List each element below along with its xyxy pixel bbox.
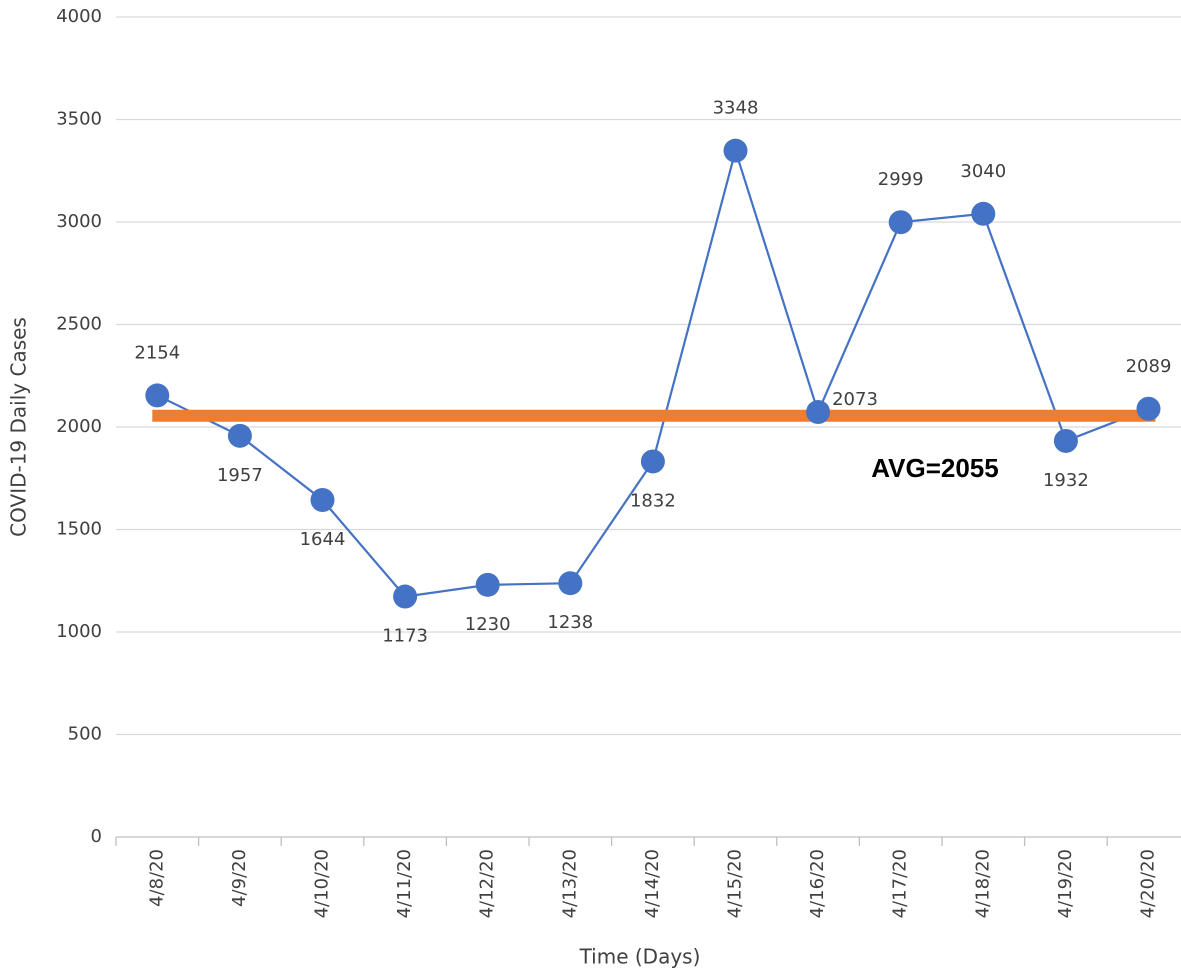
data-point <box>145 383 170 408</box>
y-tick-label: 2500 <box>56 314 102 335</box>
data-label: 3348 <box>713 98 759 119</box>
data-point <box>310 487 335 512</box>
data-label: 1644 <box>300 529 346 550</box>
data-point <box>640 449 665 474</box>
data-label: 2154 <box>134 342 180 363</box>
data-label: 1230 <box>465 614 511 635</box>
data-label: 1173 <box>382 626 428 647</box>
y-tick-label: 3000 <box>56 211 102 232</box>
average-annotation: AVG=2055 <box>871 453 998 483</box>
x-tick-label: 4/12/20 <box>477 849 498 918</box>
y-tick-label: 1000 <box>56 621 102 642</box>
x-tick-label: 4/13/20 <box>559 849 580 918</box>
data-label: 2089 <box>1126 356 1172 377</box>
y-tick-label: 0 <box>91 826 102 847</box>
data-point <box>888 210 913 235</box>
data-label: 1957 <box>217 465 263 486</box>
y-tick-label: 1500 <box>56 519 102 540</box>
x-tick-label: 4/9/20 <box>229 849 250 907</box>
data-label: 1932 <box>1043 470 1089 491</box>
data-point <box>1136 396 1161 421</box>
x-tick-label: 4/16/20 <box>807 849 828 918</box>
data-label: 1238 <box>547 612 593 633</box>
data-point <box>1053 428 1078 453</box>
data-point <box>971 201 996 226</box>
y-tick-label: 3500 <box>56 109 102 130</box>
data-point <box>227 423 252 448</box>
x-tick-label: 4/11/20 <box>394 849 415 918</box>
x-tick-label: 4/8/20 <box>146 849 167 907</box>
x-tick-label: 4/14/20 <box>642 849 663 918</box>
data-label: 2999 <box>878 169 924 190</box>
y-tick-label: 500 <box>68 724 102 745</box>
x-tick-label: 4/17/20 <box>890 849 911 918</box>
data-point <box>723 138 748 163</box>
x-axis-label: Time (Days) <box>579 945 701 969</box>
data-point <box>806 400 831 425</box>
x-tick-label: 4/15/20 <box>725 849 746 918</box>
x-tick-label: 4/19/20 <box>1055 849 1076 918</box>
y-axis-label: COVID-19 Daily Cases <box>7 317 31 537</box>
data-label: 2073 <box>832 389 878 410</box>
x-tick-label: 4/18/20 <box>972 849 993 918</box>
data-point <box>475 572 500 597</box>
x-tick-label: 4/20/20 <box>1138 849 1159 918</box>
y-tick-label: 4000 <box>56 6 102 27</box>
data-point <box>393 584 418 609</box>
data-label: 1832 <box>630 490 676 511</box>
x-tick-label: 4/10/20 <box>312 849 333 918</box>
data-label: 3040 <box>960 161 1006 182</box>
data-point <box>558 571 583 596</box>
y-tick-label: 2000 <box>56 416 102 437</box>
